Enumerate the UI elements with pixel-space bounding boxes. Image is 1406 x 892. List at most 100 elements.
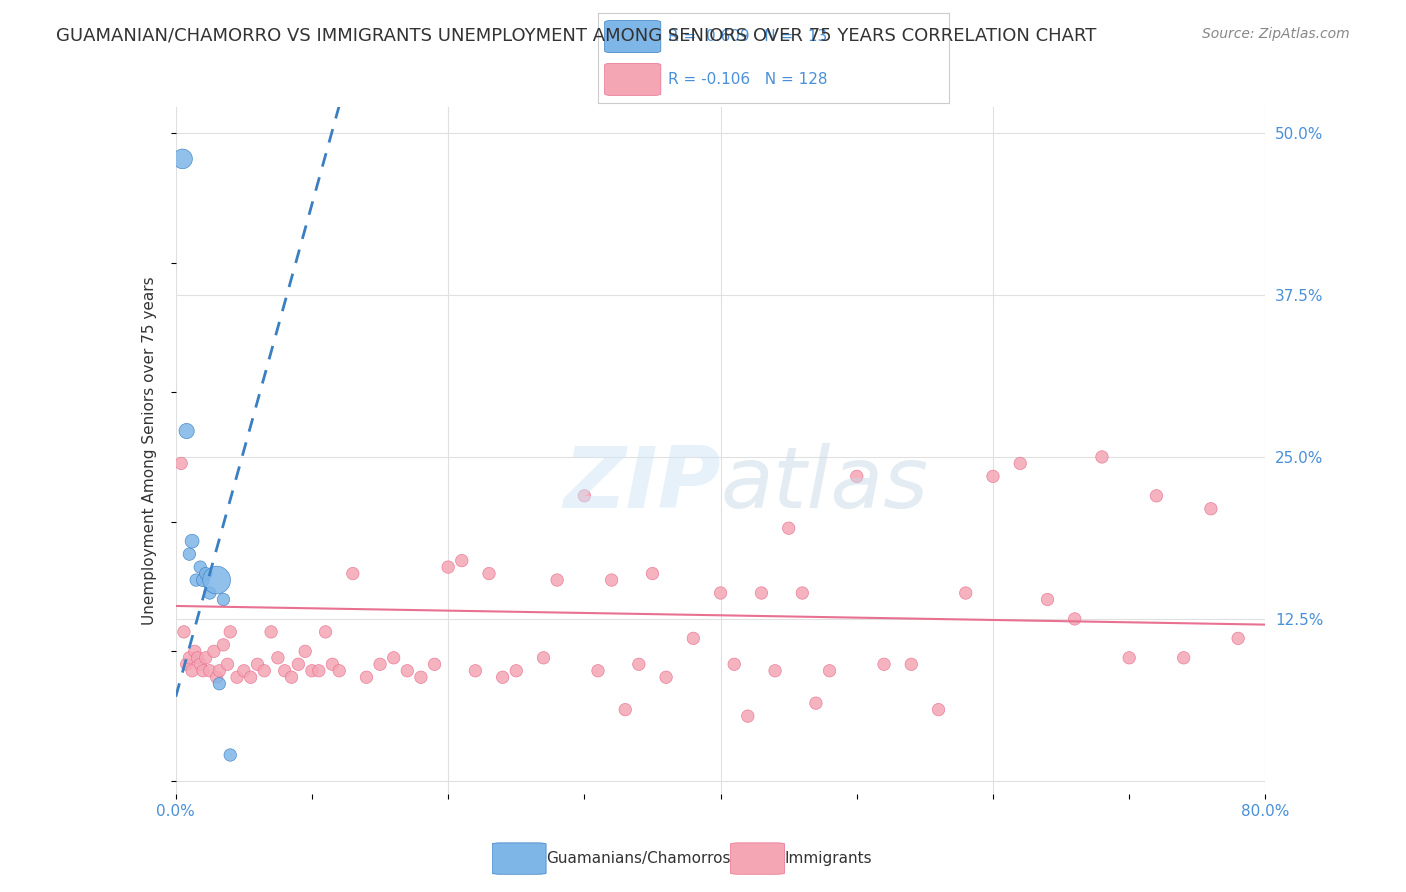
Point	[763, 664, 786, 678]
Point	[176, 657, 198, 672]
Point	[464, 664, 486, 678]
Point	[274, 664, 297, 678]
Point	[586, 664, 609, 678]
Point	[294, 644, 316, 658]
Point	[170, 457, 193, 471]
Point	[356, 670, 378, 684]
Point	[981, 469, 1004, 483]
Text: ZIP: ZIP	[562, 443, 721, 526]
Point	[1010, 457, 1032, 471]
Point	[253, 664, 276, 678]
Y-axis label: Unemployment Among Seniors over 75 years: Unemployment Among Seniors over 75 years	[142, 277, 157, 624]
Point	[246, 657, 269, 672]
Point	[533, 650, 555, 665]
FancyBboxPatch shape	[492, 843, 546, 874]
Text: GUAMANIAN/CHAMORRO VS IMMIGRANTS UNEMPLOYMENT AMONG SENIORS OVER 75 YEARS CORREL: GUAMANIAN/CHAMORRO VS IMMIGRANTS UNEMPLO…	[56, 27, 1097, 45]
Point	[186, 650, 209, 665]
FancyBboxPatch shape	[605, 63, 661, 95]
Point	[1118, 650, 1140, 665]
Point	[188, 657, 211, 672]
Point	[219, 747, 242, 762]
Point	[181, 534, 204, 549]
Point	[845, 469, 868, 483]
Point	[1227, 632, 1250, 646]
Point	[205, 670, 228, 684]
FancyBboxPatch shape	[605, 21, 661, 53]
Point	[751, 586, 773, 600]
Point	[478, 566, 501, 581]
Point	[1144, 489, 1167, 503]
Point	[301, 664, 323, 678]
Point	[900, 657, 922, 672]
Point	[437, 560, 460, 574]
Point	[737, 709, 759, 723]
Point	[186, 573, 208, 587]
Point	[212, 592, 235, 607]
Point	[208, 664, 231, 678]
Point	[267, 650, 290, 665]
Point	[232, 664, 254, 678]
Point	[492, 670, 515, 684]
Point	[205, 573, 228, 587]
Point	[1199, 501, 1222, 516]
Point	[217, 657, 239, 672]
Point	[382, 650, 405, 665]
Point	[260, 624, 283, 639]
Point	[226, 670, 249, 684]
Point	[179, 547, 201, 561]
Point	[194, 566, 217, 581]
Point	[804, 696, 827, 710]
Point	[315, 624, 337, 639]
Point	[198, 664, 221, 678]
Point	[179, 650, 201, 665]
Point	[641, 566, 664, 581]
Point	[1091, 450, 1114, 464]
Text: R = -0.106   N = 128: R = -0.106 N = 128	[668, 72, 827, 87]
Point	[181, 664, 204, 678]
Point	[1036, 592, 1059, 607]
Point	[198, 586, 221, 600]
Point	[818, 664, 841, 678]
Point	[239, 670, 262, 684]
Point	[173, 624, 195, 639]
Point	[1173, 650, 1195, 665]
Point	[188, 560, 211, 574]
Point	[873, 657, 896, 672]
Point	[723, 657, 745, 672]
Point	[202, 644, 225, 658]
Point	[450, 553, 472, 567]
Point	[191, 573, 214, 587]
Point	[409, 670, 432, 684]
Point	[328, 664, 350, 678]
Point	[955, 586, 977, 600]
Text: Immigrants: Immigrants	[785, 851, 872, 866]
Point	[212, 638, 235, 652]
Point	[287, 657, 309, 672]
Point	[219, 624, 242, 639]
Point	[778, 521, 800, 535]
Text: atlas: atlas	[721, 443, 928, 526]
Point	[574, 489, 596, 503]
Text: Source: ZipAtlas.com: Source: ZipAtlas.com	[1202, 27, 1350, 41]
Point	[614, 703, 637, 717]
Point	[342, 566, 364, 581]
Point	[682, 632, 704, 646]
Point	[792, 586, 814, 600]
FancyBboxPatch shape	[731, 843, 785, 874]
Text: Guamanians/Chamorros: Guamanians/Chamorros	[546, 851, 731, 866]
Point	[505, 664, 527, 678]
Point	[172, 152, 194, 166]
Point	[396, 664, 419, 678]
Point	[546, 573, 568, 587]
Point	[208, 677, 231, 691]
Point	[710, 586, 733, 600]
Point	[321, 657, 343, 672]
Point	[368, 657, 391, 672]
Point	[184, 644, 207, 658]
Point	[600, 573, 623, 587]
Point	[176, 424, 198, 438]
Point	[928, 703, 950, 717]
Point	[280, 670, 302, 684]
Point	[194, 650, 217, 665]
Text: R =  0.609   N =   13: R = 0.609 N = 13	[668, 29, 827, 44]
